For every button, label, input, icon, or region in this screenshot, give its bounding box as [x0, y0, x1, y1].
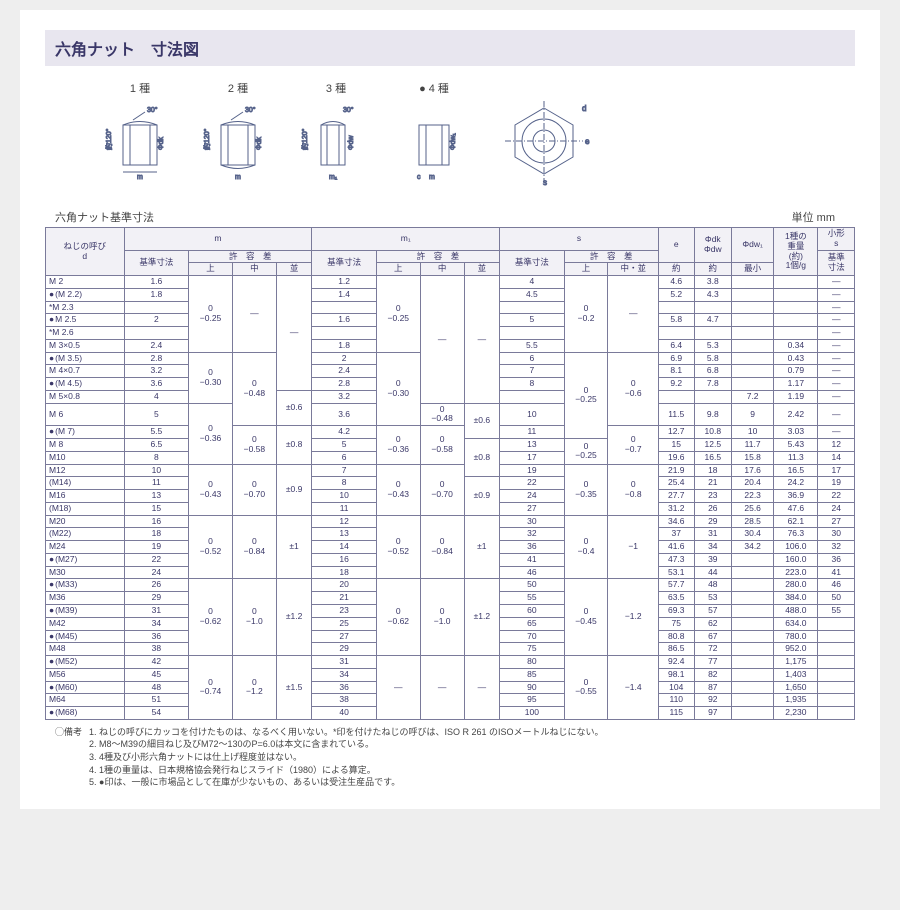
svg-text:m: m [235, 174, 241, 180]
table-row: M12100−0.430−0.70±0.970−0.430−0.70190−0.… [46, 464, 855, 477]
nut-diagram-icon: 30° m Φdk 約120° [203, 100, 273, 180]
svg-text:d: d [582, 104, 586, 113]
diagram-3: 3 種 30° m₁ Φdw 約120° [301, 80, 371, 191]
table-caption: 六角ナット基準寸法 単位 mm [55, 209, 855, 225]
table-row: (M33)260−0.620−1.0±1.2200−0.620−1.0±1.25… [46, 579, 855, 592]
table-row: M 650−0.363.60−0.48±0.61011.59.892.42— [46, 403, 855, 426]
document-page: 六角ナット 寸法図 1 種 30° m 約120° Φdk 2 種 [20, 10, 880, 809]
nut-diagram-icon: m c Φdw₁ [399, 100, 469, 180]
page-title: 六角ナット 寸法図 [45, 30, 855, 66]
table-header: ねじの呼びd m m₁ s e ΦdkΦdw Φdw₁ 1種の重量(約)1個/g… [46, 228, 855, 276]
diagram-top: d e s [497, 80, 592, 191]
nut-diagram-icon: 30° m₁ Φdw 約120° [301, 100, 371, 180]
table-row: M20160−0.520−0.84±1120−0.520−0.84±1300−0… [46, 515, 855, 528]
diagram-row: 1 種 30° m 約120° Φdk 2 種 [45, 80, 855, 191]
diagram-1: 1 種 30° m 約120° Φdk [105, 80, 175, 191]
svg-text:m: m [429, 174, 435, 180]
notes-section: ◯備考1. ねじの呼びにカッコを付けたものは、なるべく用いない。*印を付けたねじ… [45, 726, 855, 789]
svg-text:s: s [543, 178, 547, 186]
svg-text:m: m [137, 174, 143, 180]
svg-text:30°: 30° [343, 106, 354, 114]
svg-text:30°: 30° [245, 106, 256, 114]
table-row: (M52)420−0.740−1.2±1.531———800−0.55−1.49… [46, 656, 855, 669]
svg-text:Φdk: Φdk [158, 137, 165, 150]
svg-text:Φdw₁: Φdw₁ [450, 132, 457, 150]
table-row: (M 7)5.50−0.58±0.84.20−0.360−0.58110−0.7… [46, 426, 855, 439]
nut-diagram-icon: 30° m 約120° Φdk [105, 100, 175, 180]
diagram-4: ● 4 種 m c Φdw₁ [399, 80, 469, 191]
svg-text:約120°: 約120° [301, 128, 309, 150]
svg-text:約120°: 約120° [105, 128, 113, 150]
svg-text:m₁: m₁ [329, 174, 338, 180]
svg-text:c: c [417, 174, 421, 180]
spec-table: ねじの呼びd m m₁ s e ΦdkΦdw Φdw₁ 1種の重量(約)1個/g… [45, 227, 855, 720]
svg-text:e: e [585, 137, 590, 146]
svg-text:Φdw: Φdw [348, 135, 355, 150]
diagram-2: 2 種 30° m Φdk 約120° [203, 80, 273, 191]
table-body: M 21.60−0.25——1.20−0.25——40−0.2—4.63.8— (… [46, 276, 855, 720]
svg-text:約120°: 約120° [203, 128, 211, 150]
svg-text:30°: 30° [147, 106, 158, 114]
svg-text:Φdk: Φdk [256, 137, 263, 150]
table-row: M 21.60−0.25——1.20−0.25——40−0.2—4.63.8— [46, 276, 855, 289]
hexagon-top-icon: d e s [497, 96, 592, 186]
